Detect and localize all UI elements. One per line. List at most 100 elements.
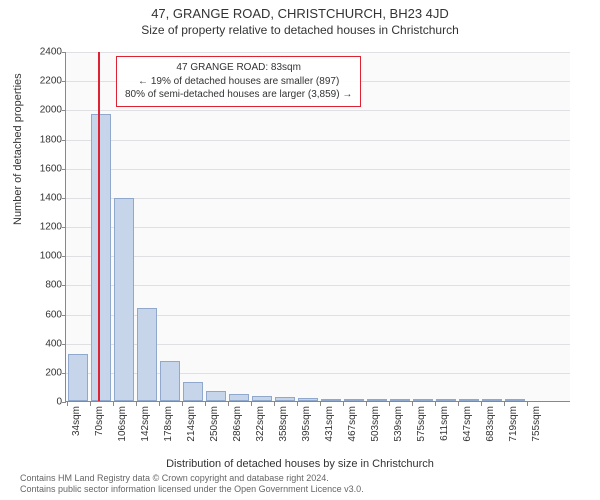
histogram-bar — [229, 394, 249, 401]
gridline — [66, 169, 570, 170]
histogram-bar — [482, 399, 502, 401]
x-tick-mark — [228, 402, 229, 406]
x-tick-mark — [251, 402, 252, 406]
x-tick-mark — [366, 402, 367, 406]
y-tick-mark — [62, 315, 66, 316]
x-tick-label: 142sqm — [140, 406, 151, 442]
x-tick-label: 647sqm — [462, 406, 473, 442]
histogram-bar — [68, 354, 88, 401]
histogram-bar — [114, 198, 134, 401]
x-tick-label: 431sqm — [324, 406, 335, 442]
histogram-bar — [275, 397, 295, 401]
x-tick-mark — [205, 402, 206, 406]
x-tick-mark — [458, 402, 459, 406]
x-tick-mark — [389, 402, 390, 406]
x-tick-label: 286sqm — [232, 406, 243, 442]
x-tick-label: 322sqm — [255, 406, 266, 442]
x-tick-mark — [297, 402, 298, 406]
x-tick-mark — [182, 402, 183, 406]
footer-line-1: Contains HM Land Registry data © Crown c… — [20, 473, 364, 485]
x-tick-label: 250sqm — [209, 406, 220, 442]
annotation-line: 47 GRANGE ROAD: 83sqm — [125, 61, 352, 75]
y-tick-mark — [62, 373, 66, 374]
x-tick-label: 611sqm — [439, 406, 450, 441]
y-tick-label: 400 — [22, 338, 62, 349]
gridline — [66, 198, 570, 199]
histogram-bar — [321, 399, 341, 401]
histogram-bar — [160, 361, 180, 401]
histogram-bar — [413, 399, 433, 401]
x-axis-label: Distribution of detached houses by size … — [0, 458, 600, 470]
x-tick-label: 575sqm — [416, 406, 427, 442]
x-tick-mark — [435, 402, 436, 406]
x-tick-label: 683sqm — [485, 406, 496, 442]
y-tick-mark — [62, 110, 66, 111]
y-tick-mark — [62, 344, 66, 345]
plot-area: 0200400600800100012001400160018002000220… — [65, 52, 570, 402]
x-tick-mark — [481, 402, 482, 406]
y-tick-label: 1000 — [22, 251, 62, 262]
x-tick-label: 34sqm — [71, 406, 82, 436]
chart-subtitle: Size of property relative to detached ho… — [0, 21, 600, 37]
x-tick-mark — [504, 402, 505, 406]
x-tick-mark — [113, 402, 114, 406]
y-tick-mark — [62, 256, 66, 257]
x-tick-label: 539sqm — [393, 406, 404, 442]
gridline — [66, 52, 570, 53]
page-title: 47, GRANGE ROAD, CHRISTCHURCH, BH23 4JD — [0, 0, 600, 21]
histogram-bar — [137, 308, 157, 401]
histogram-bar — [91, 114, 111, 401]
gridline — [66, 256, 570, 257]
y-tick-label: 1400 — [22, 192, 62, 203]
annotation-line: ← 19% of detached houses are smaller (89… — [125, 75, 352, 89]
y-tick-mark — [62, 285, 66, 286]
x-tick-label: 719sqm — [508, 406, 519, 442]
histogram-bar — [252, 396, 272, 401]
x-tick-label: 395sqm — [301, 406, 312, 442]
gridline — [66, 227, 570, 228]
histogram-bar — [459, 399, 479, 401]
x-tick-label: 467sqm — [347, 406, 358, 442]
y-tick-label: 600 — [22, 309, 62, 320]
y-tick-mark — [62, 140, 66, 141]
y-tick-mark — [62, 198, 66, 199]
annotation-line: 80% of semi-detached houses are larger (… — [125, 88, 352, 102]
annotation-box: 47 GRANGE ROAD: 83sqm← 19% of detached h… — [116, 56, 361, 107]
y-tick-label: 1600 — [22, 163, 62, 174]
footer-attribution: Contains HM Land Registry data © Crown c… — [20, 473, 364, 496]
footer-line-2: Contains public sector information licen… — [20, 484, 364, 496]
histogram-bar — [390, 399, 410, 401]
y-tick-mark — [62, 169, 66, 170]
gridline — [66, 285, 570, 286]
histogram-bar — [344, 399, 364, 401]
y-tick-label: 0 — [22, 397, 62, 408]
x-tick-mark — [274, 402, 275, 406]
x-tick-label: 178sqm — [163, 406, 174, 442]
x-tick-mark — [320, 402, 321, 406]
x-tick-mark — [90, 402, 91, 406]
y-tick-label: 2200 — [22, 76, 62, 87]
x-tick-mark — [136, 402, 137, 406]
gridline — [66, 140, 570, 141]
histogram-bar — [367, 399, 387, 401]
y-tick-mark — [62, 52, 66, 53]
x-tick-label: 70sqm — [94, 406, 105, 436]
y-tick-label: 800 — [22, 280, 62, 291]
gridline — [66, 110, 570, 111]
histogram-bar — [206, 391, 226, 401]
y-tick-label: 200 — [22, 367, 62, 378]
y-tick-mark — [62, 402, 66, 403]
y-tick-label: 1800 — [22, 134, 62, 145]
x-tick-label: 755sqm — [531, 406, 542, 442]
x-tick-label: 106sqm — [117, 406, 128, 442]
x-tick-label: 214sqm — [186, 406, 197, 442]
histogram-bar — [436, 399, 456, 401]
y-tick-mark — [62, 81, 66, 82]
y-tick-label: 2400 — [22, 47, 62, 58]
y-tick-label: 1200 — [22, 222, 62, 233]
x-tick-label: 358sqm — [278, 406, 289, 442]
x-tick-mark — [159, 402, 160, 406]
x-tick-mark — [67, 402, 68, 406]
x-tick-mark — [412, 402, 413, 406]
x-tick-mark — [343, 402, 344, 406]
